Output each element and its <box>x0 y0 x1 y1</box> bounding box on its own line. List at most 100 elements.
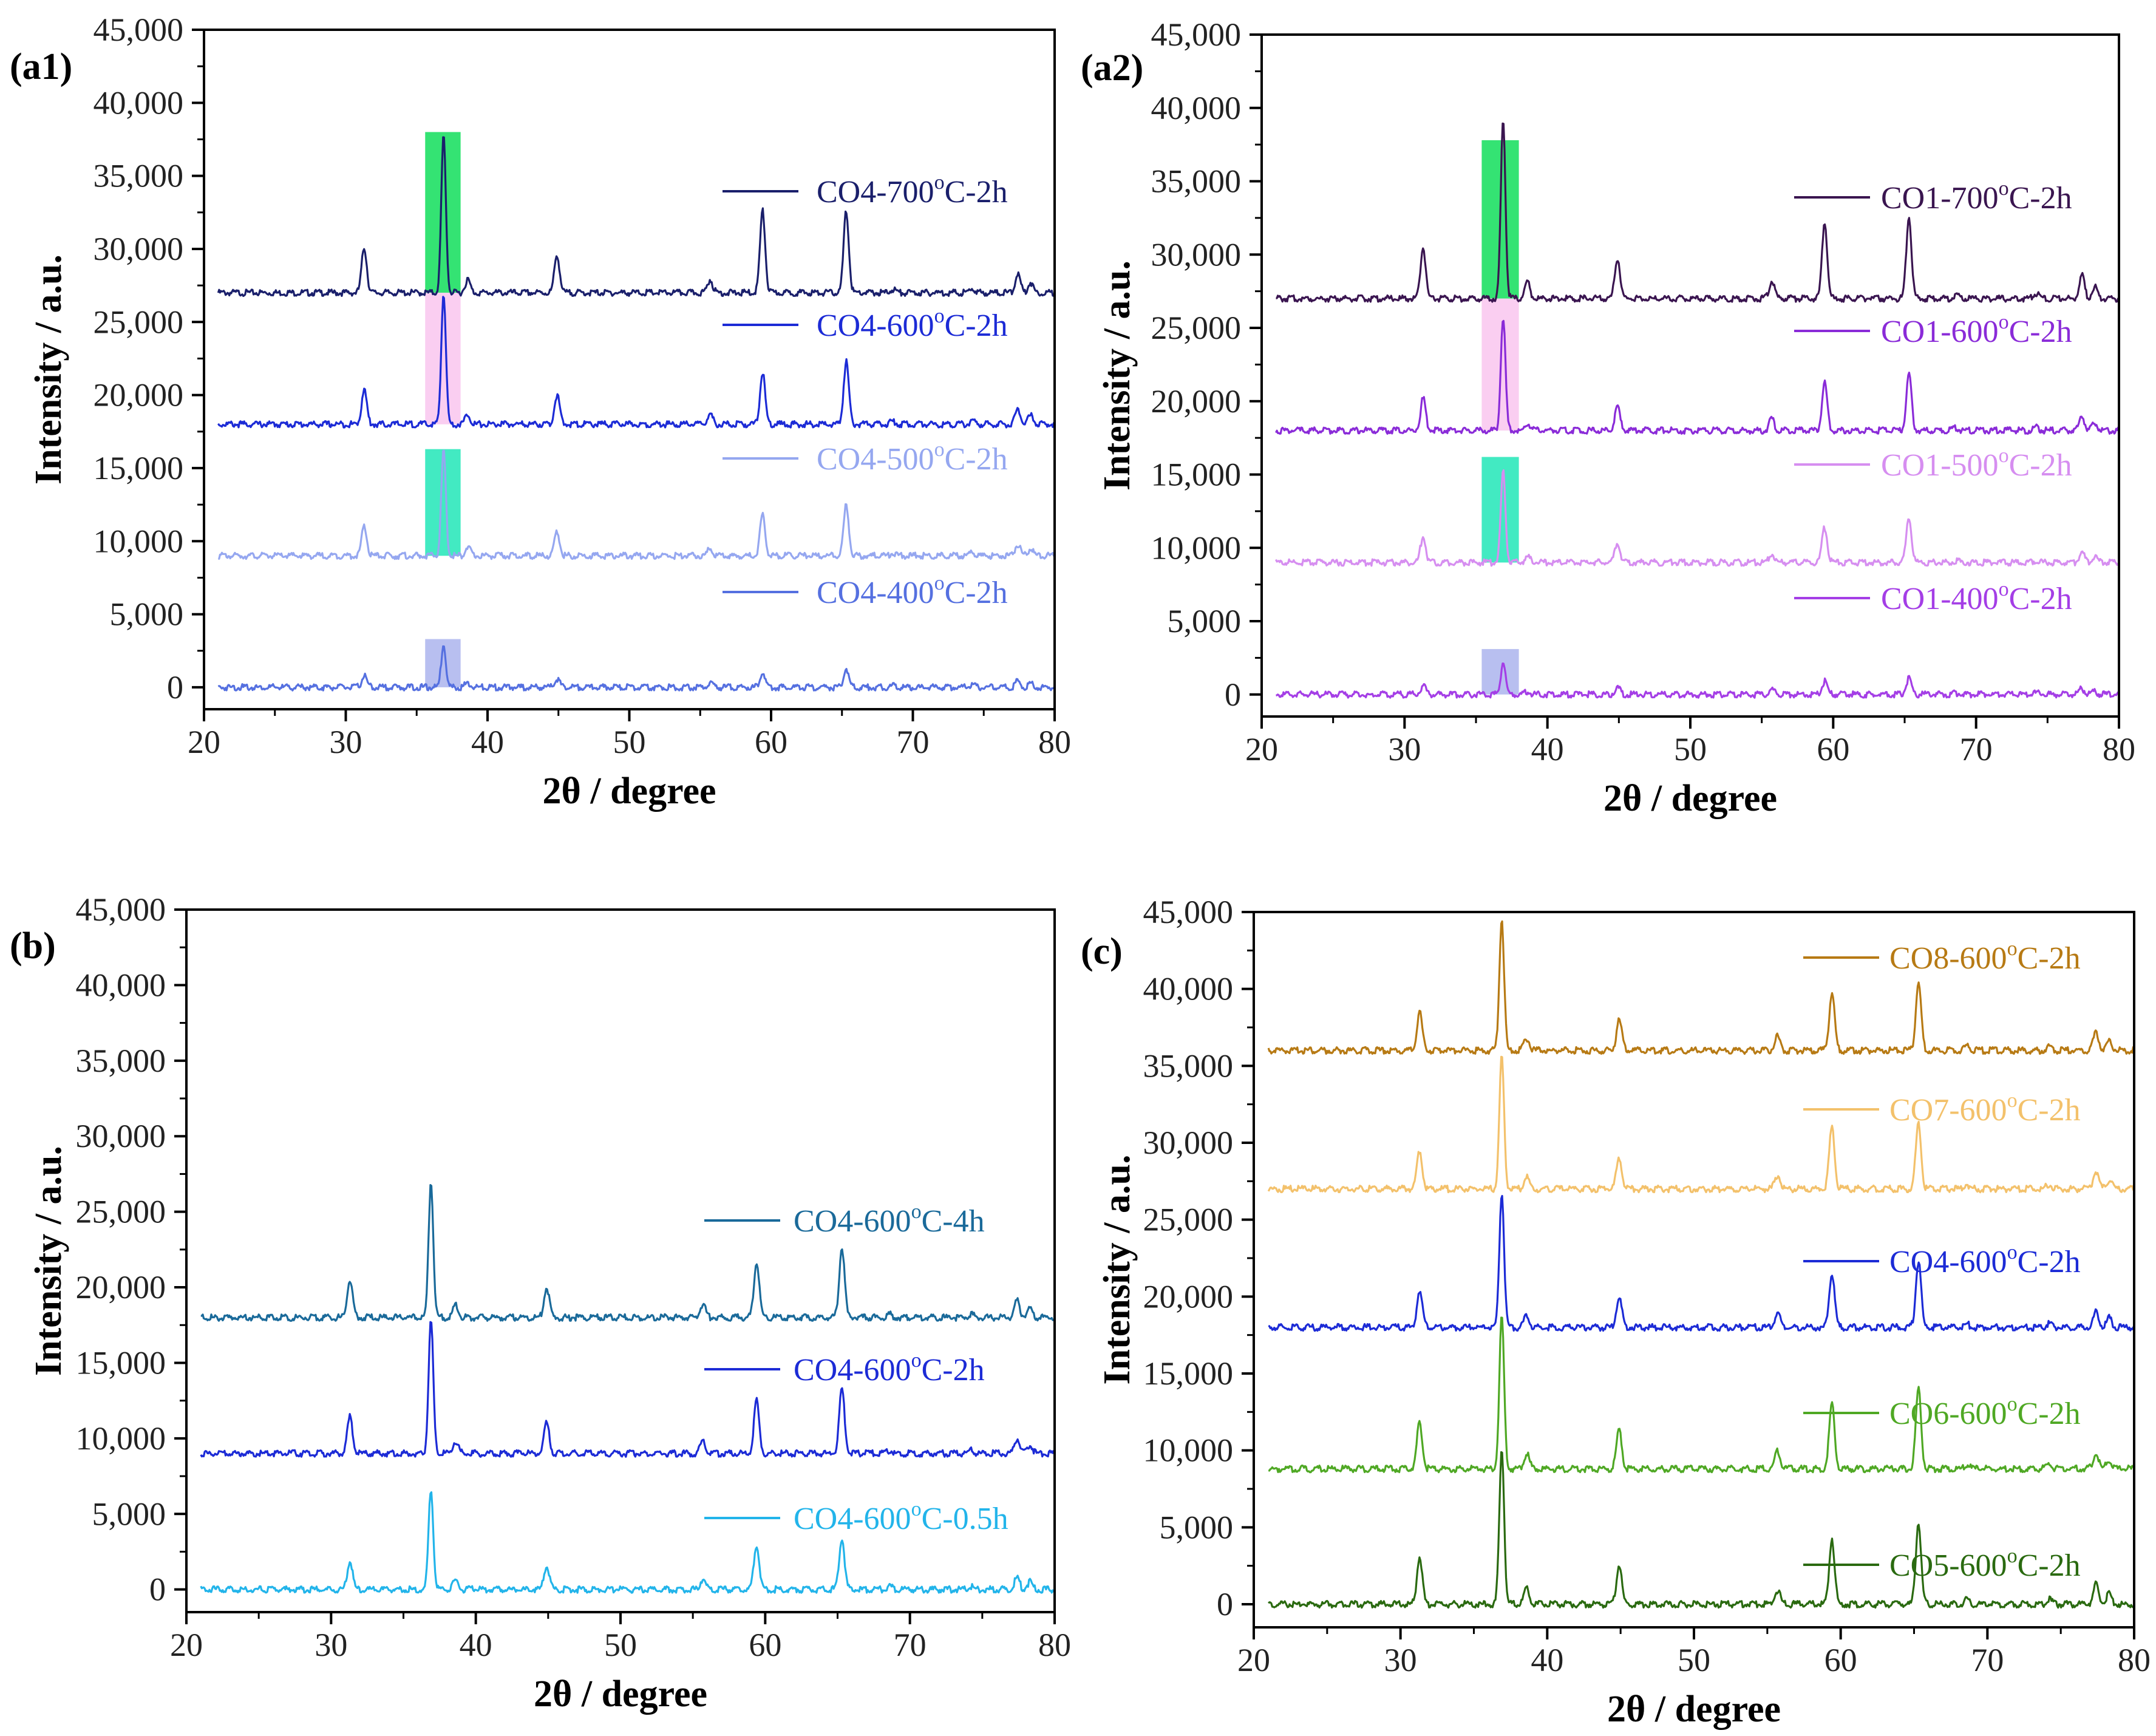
x-axis-title: 2θ / degree <box>1607 1689 1781 1730</box>
y-tick-label: 5,000 <box>1160 1509 1234 1545</box>
x-tick-label: 70 <box>1960 731 1993 768</box>
x-tick-label: 70 <box>897 724 930 760</box>
legend-label: CO4-600oC-0.5h <box>794 1498 1008 1536</box>
x-tick-label: 60 <box>1817 731 1849 768</box>
y-tick-label: 10,000 <box>76 1420 166 1457</box>
y-tick-label: 40,000 <box>1151 90 1242 126</box>
y-tick-label: 35,000 <box>1143 1047 1234 1084</box>
x-tick-label: 40 <box>1531 731 1564 768</box>
y-tick-label: 20,000 <box>1151 383 1242 420</box>
chart-panel: CO4-700oC-2h CO4-600oC-2h CO4-500oC-2h CO4-… <box>10 12 1071 812</box>
series-line <box>217 645 1056 692</box>
chart-panel: CO1-700oC-2h CO1-600oC-2h CO1-500oC-2h CO1-… <box>1081 16 2135 819</box>
legend-label: CO4-700oC-2h <box>817 171 1008 209</box>
y-tick-label: 0 <box>167 669 183 706</box>
y-tick-label: 30,000 <box>94 231 184 267</box>
legend-label: CO1-400oC-2h <box>1881 578 2072 616</box>
panel-label: (a1) <box>10 46 72 87</box>
x-tick-label: 80 <box>1038 1627 1071 1663</box>
highlight-band <box>1481 648 1519 695</box>
x-tick-label: 30 <box>1388 731 1421 768</box>
y-tick-label: 30,000 <box>76 1118 166 1154</box>
series-line <box>1268 1194 2135 1332</box>
x-tick-label: 50 <box>1678 1642 1710 1678</box>
y-axis-title: Intensity / a.u. <box>28 254 69 485</box>
y-tick-label: 15,000 <box>1143 1355 1234 1392</box>
x-tick-label: 30 <box>315 1627 347 1663</box>
legend-label: CO1-500oC-2h <box>1881 444 2072 483</box>
series-line <box>1267 1055 2135 1194</box>
y-tick-label: 35,000 <box>94 158 184 194</box>
series-line <box>1267 920 2135 1055</box>
x-tick-label: 60 <box>755 724 787 760</box>
chart-panel: CO8-600oC-2h CO7-600oC-2h CO4-600oC-2h CO6-… <box>1081 894 2151 1730</box>
legend-label: CO1-600oC-2h <box>1881 311 2072 349</box>
y-tick-label: 5,000 <box>92 1496 166 1532</box>
x-tick-label: 80 <box>1038 724 1071 760</box>
y-tick-label: 0 <box>1225 676 1241 713</box>
y-tick-label: 40,000 <box>94 84 184 121</box>
x-tick-label: 70 <box>1971 1642 2004 1678</box>
legend-label: CO7-600oC-2h <box>1889 1089 2081 1128</box>
y-tick-label: 5,000 <box>110 596 184 633</box>
y-tick-label: 0 <box>149 1571 166 1608</box>
x-tick-label: 60 <box>1824 1642 1857 1678</box>
y-tick-label: 20,000 <box>94 377 184 414</box>
series-line <box>200 1491 1056 1594</box>
x-tick-label: 80 <box>2103 731 2135 768</box>
x-tick-label: 50 <box>613 724 646 760</box>
x-axis-title: 2θ / degree <box>542 771 716 812</box>
legend-label: CO4-600oC-2h <box>817 305 1008 343</box>
series-line <box>1268 1316 2135 1474</box>
y-axis-title: Intensity / a.u. <box>28 1146 69 1376</box>
y-tick-label: 10,000 <box>1151 529 1242 566</box>
panel-label: (a2) <box>1081 47 1143 89</box>
y-tick-label: 45,000 <box>94 12 184 48</box>
panel-label: (b) <box>10 925 56 967</box>
x-tick-label: 50 <box>1674 731 1707 768</box>
y-tick-label: 25,000 <box>1143 1202 1234 1238</box>
panel-label: (c) <box>1081 931 1123 972</box>
series-line <box>200 1321 1056 1458</box>
x-tick-label: 20 <box>170 1627 203 1663</box>
legend-label: CO4-600oC-4h <box>794 1200 985 1239</box>
legend-label: CO8-600oC-2h <box>1889 938 2081 976</box>
x-tick-label: 40 <box>460 1627 492 1663</box>
series-line <box>1276 122 2120 303</box>
y-tick-label: 35,000 <box>1151 163 1242 200</box>
y-tick-label: 35,000 <box>76 1043 166 1079</box>
legend-label: CO4-600oC-2h <box>794 1349 985 1387</box>
x-tick-label: 40 <box>1531 1642 1563 1678</box>
legend-label: CO4-600oC-2h <box>1889 1241 2081 1279</box>
y-tick-label: 20,000 <box>1143 1278 1234 1315</box>
legend-label: CO4-400oC-2h <box>817 572 1008 610</box>
y-tick-label: 5,000 <box>1168 603 1242 639</box>
y-tick-label: 30,000 <box>1151 236 1242 273</box>
legend-label: CO4-500oC-2h <box>817 438 1008 477</box>
y-tick-label: 0 <box>1217 1586 1233 1622</box>
y-tick-label: 25,000 <box>94 304 184 340</box>
y-tick-label: 15,000 <box>76 1344 166 1381</box>
legend-label: CO6-600oC-2h <box>1889 1393 2081 1431</box>
series-line <box>1276 662 2120 699</box>
x-tick-label: 30 <box>1384 1642 1417 1678</box>
series-line <box>217 136 1056 298</box>
series-line <box>218 449 1055 560</box>
y-tick-label: 15,000 <box>94 450 184 486</box>
x-tick-label: 20 <box>1237 1642 1270 1678</box>
x-tick-label: 20 <box>1245 731 1278 768</box>
series-line <box>1275 469 2120 567</box>
x-axis-title: 2θ / degree <box>1603 778 1777 819</box>
legend-label: CO5-600oC-2h <box>1889 1545 2081 1583</box>
series-line <box>217 296 1056 429</box>
x-tick-label: 30 <box>330 724 362 760</box>
y-tick-label: 10,000 <box>1143 1432 1234 1469</box>
y-tick-label: 45,000 <box>76 891 166 928</box>
x-tick-label: 40 <box>471 724 504 760</box>
y-tick-label: 10,000 <box>94 523 184 559</box>
x-tick-label: 50 <box>604 1627 637 1663</box>
series-line <box>200 1183 1055 1322</box>
x-tick-label: 70 <box>894 1627 927 1663</box>
x-tick-label: 80 <box>2118 1642 2151 1678</box>
